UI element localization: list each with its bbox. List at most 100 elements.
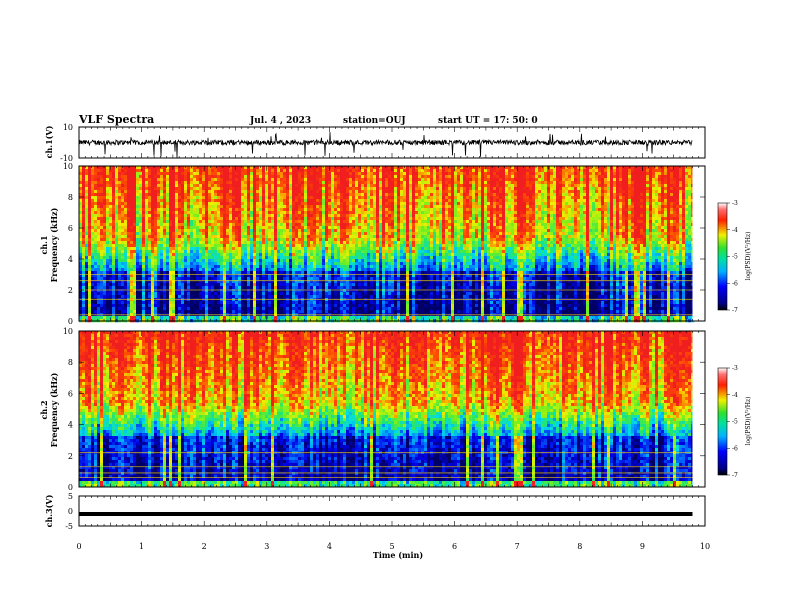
spectrogram-cell xyxy=(280,220,284,224)
spectrogram-cell xyxy=(643,178,647,182)
spectrogram-cell xyxy=(121,226,125,230)
spectrogram-cell xyxy=(379,199,383,203)
spectrogram-cell xyxy=(157,199,161,203)
spectrogram-cell xyxy=(379,217,383,221)
spectrogram-cell xyxy=(88,187,92,191)
spectrogram-cell xyxy=(523,217,527,221)
spectrogram-cell xyxy=(562,208,566,212)
spectrogram-cell xyxy=(649,166,653,170)
spectrogram-cell xyxy=(649,208,653,212)
spectrogram-cell xyxy=(244,220,248,224)
spectrogram-cell xyxy=(520,232,524,236)
spectrogram-cell xyxy=(535,211,539,215)
spectrogram-cell xyxy=(643,184,647,188)
spectrogram-cell xyxy=(607,220,611,224)
spectrogram-cell xyxy=(94,205,98,209)
spectrogram-cell xyxy=(358,232,362,236)
spectrogram-cell xyxy=(517,217,521,221)
spectrogram-cell xyxy=(529,223,533,227)
spectrogram-cell xyxy=(208,196,212,200)
spectrogram-cell xyxy=(253,172,257,176)
spectrogram-cell xyxy=(310,211,314,215)
spectrogram-cell xyxy=(190,178,194,182)
spectrogram-cell xyxy=(667,211,671,215)
spectrogram-cell xyxy=(247,175,251,179)
spectrogram-cell xyxy=(235,235,239,239)
spectrogram-cell xyxy=(307,169,311,173)
spectrogram-cell xyxy=(661,190,665,194)
spectrogram-cell xyxy=(379,184,383,188)
spectrogram-cell xyxy=(586,232,590,236)
spectrogram-cell xyxy=(133,181,137,185)
spectrogram-cell xyxy=(274,181,278,185)
spectrogram-cell xyxy=(334,169,338,173)
spectrogram-cell xyxy=(157,181,161,185)
spectrogram-cell xyxy=(505,166,509,170)
spectrogram-cell xyxy=(559,208,563,212)
spectrogram-cell xyxy=(223,187,227,191)
spectrogram-cell xyxy=(478,181,482,185)
spectrogram-cell xyxy=(151,178,155,182)
spectrogram-cell xyxy=(121,169,125,173)
spectrogram-cell xyxy=(379,166,383,170)
spectrogram-cell xyxy=(541,199,545,203)
spectrogram-cell xyxy=(79,232,83,236)
spectrogram-cell xyxy=(601,220,605,224)
spectrogram-cell xyxy=(565,214,569,218)
spectrogram-cell xyxy=(319,202,323,206)
spectrogram-cell xyxy=(556,172,560,176)
spectrogram-cell xyxy=(142,187,146,191)
spectrogram-cell xyxy=(181,199,185,203)
spectrogram-cell xyxy=(283,169,287,173)
spectrogram-cell xyxy=(85,196,89,200)
spectrogram-cell xyxy=(214,187,218,191)
spectrogram-cell xyxy=(511,220,515,224)
spectrogram-cell xyxy=(682,184,686,188)
spectrogram-cell xyxy=(220,190,224,194)
spectrogram-cell xyxy=(505,211,509,215)
spectrogram-cell xyxy=(229,214,233,218)
spectrogram-cell xyxy=(520,169,524,173)
spectrogram-cell xyxy=(106,190,110,194)
spectrogram-cell xyxy=(532,172,536,176)
spectrogram-cell xyxy=(490,205,494,209)
spectrogram-cell xyxy=(673,190,677,194)
spectrogram-cell xyxy=(112,187,116,191)
spectrogram-cell xyxy=(649,205,653,209)
spectrogram-cell xyxy=(268,199,272,203)
spectrogram-cell xyxy=(220,217,224,221)
spectrogram-cell xyxy=(328,196,332,200)
spectrogram-cell xyxy=(253,205,257,209)
spectrogram-cell xyxy=(109,223,113,227)
spectrogram-cell xyxy=(385,208,389,212)
spectrogram-cell xyxy=(376,214,380,218)
spectrogram-cell xyxy=(112,190,116,194)
spectrogram-cell xyxy=(187,214,191,218)
spectrogram-cell xyxy=(298,208,302,212)
spectrogram-cell xyxy=(538,205,542,209)
spectrogram-cell xyxy=(340,184,344,188)
spectrogram-cell xyxy=(151,211,155,215)
spectrogram-cell xyxy=(397,190,401,194)
spectrogram-cell xyxy=(214,208,218,212)
spectrogram-cell xyxy=(589,232,593,236)
spectrogram-cell xyxy=(448,172,452,176)
spectrogram-cell xyxy=(553,196,557,200)
spectrogram-cell xyxy=(463,178,467,182)
spectrogram-cell xyxy=(88,190,92,194)
spectrogram-cell xyxy=(244,181,248,185)
spectrogram-cell xyxy=(559,169,563,173)
spectrogram-cell xyxy=(673,199,677,203)
spectrogram-cell xyxy=(211,181,215,185)
spectrogram-cell xyxy=(208,175,212,179)
spectrogram-cell xyxy=(583,202,587,206)
spectrogram-cell xyxy=(454,199,458,203)
spectrogram-cell xyxy=(82,178,86,182)
spectrogram-cell xyxy=(430,220,434,224)
spectrogram-cell xyxy=(415,214,419,218)
spectrogram-cell xyxy=(430,229,434,233)
spectrogram-cell xyxy=(355,193,359,197)
spectrogram-cell xyxy=(394,196,398,200)
spectrogram-cell xyxy=(487,178,491,182)
spectrogram-cell xyxy=(136,232,140,236)
